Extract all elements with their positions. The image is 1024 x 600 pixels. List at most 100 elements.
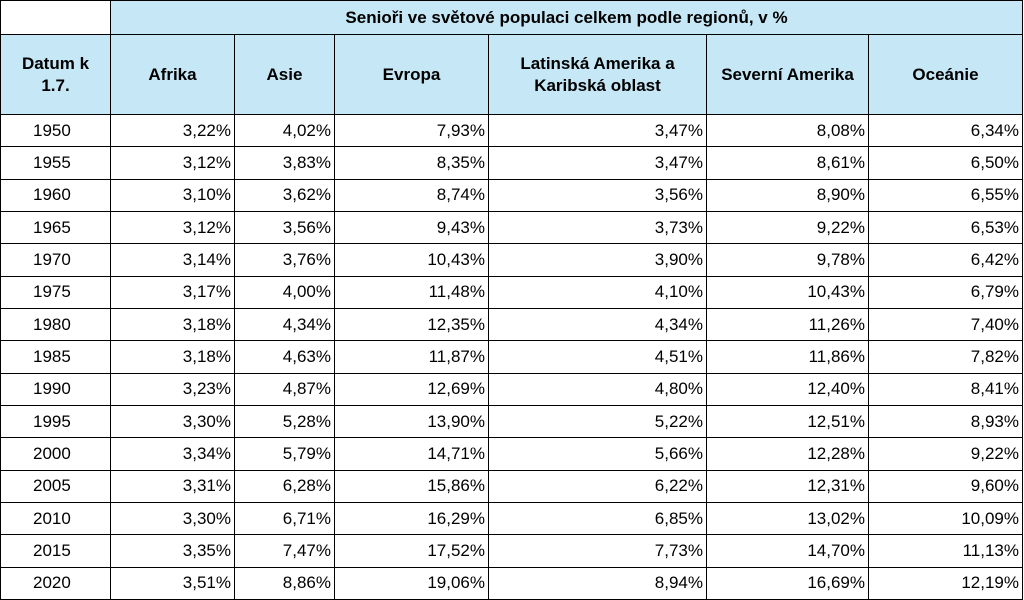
value-cell-asie: 6,71% [234,501,335,536]
value-cell-latinska-amerika: 5,66% [488,437,707,471]
value-cell-latinska-amerika: 3,56% [488,178,707,212]
value-cell-severni-amerika: 9,22% [706,210,869,245]
value-cell-asie: 6,28% [234,469,335,503]
value-cell-afrika: 3,30% [110,404,235,439]
value-cell-oceanie: 8,93% [868,404,1023,439]
date-column-label: Datum k 1.7. [21,53,90,95]
value-cell-oceanie: 12,19% [868,566,1023,600]
value-cell-severni-amerika: 14,70% [706,534,869,568]
table-row: 1970 3,14% 3,76% 10,43% 3,90% 9,78% 6,42% [0,243,1023,277]
value-cell-latinska-amerika: 3,73% [488,210,707,245]
column-header-row: Datum k 1.7. Afrika Asie Evropa Latinská… [0,34,1023,115]
value-cell-latinska-amerika: 7,73% [488,534,707,568]
value-cell-evropa: 13,90% [334,404,489,439]
value-cell-evropa: 19,06% [334,566,489,600]
corner-cell [0,0,111,35]
year-cell: 1975 [0,275,111,309]
value-cell-afrika: 3,18% [110,340,235,374]
date-column-header: Datum k 1.7. [0,34,111,115]
table-title: Senioři ve světové populaci celkem podle… [110,0,1023,35]
value-cell-severni-amerika: 12,40% [706,372,869,406]
value-cell-severni-amerika: 12,31% [706,469,869,503]
value-cell-severni-amerika: 8,61% [706,146,869,180]
value-cell-oceanie: 6,50% [868,146,1023,180]
value-cell-latinska-amerika: 4,80% [488,372,707,406]
value-cell-oceanie: 6,79% [868,275,1023,309]
value-cell-asie: 8,86% [234,566,335,600]
column-header-evropa: Evropa [334,34,489,115]
value-cell-oceanie: 10,09% [868,501,1023,536]
value-cell-afrika: 3,30% [110,501,235,536]
year-cell: 2015 [0,534,111,568]
table-row: 1985 3,18% 4,63% 11,87% 4,51% 11,86% 7,82% [0,340,1023,374]
value-cell-asie: 3,56% [234,210,335,245]
value-cell-oceanie: 9,22% [868,437,1023,471]
value-cell-afrika: 3,14% [110,243,235,277]
year-cell: 1970 [0,243,111,277]
year-cell: 1990 [0,372,111,406]
year-cell: 2000 [0,437,111,471]
table-body: 1950 3,22% 4,02% 7,93% 3,47% 8,08% 6,34% 1955 3,… [0,113,1023,600]
value-cell-severni-amerika: 12,28% [706,437,869,471]
value-cell-evropa: 10,43% [334,243,489,277]
value-cell-asie: 4,63% [234,340,335,374]
year-cell: 1960 [0,178,111,212]
value-cell-afrika: 3,31% [110,469,235,503]
title-row: Senioři ve světové populaci celkem podle… [0,0,1023,35]
table-row: 2000 3,34% 5,79% 14,71% 5,66% 12,28% 9,22% [0,437,1023,471]
value-cell-afrika: 3,22% [110,113,235,148]
value-cell-asie: 7,47% [234,534,335,568]
value-cell-evropa: 8,35% [334,146,489,180]
value-cell-oceanie: 7,40% [868,307,1023,342]
value-cell-evropa: 15,86% [334,469,489,503]
value-cell-afrika: 3,17% [110,275,235,309]
value-cell-asie: 4,34% [234,307,335,342]
table-row: 1965 3,12% 3,56% 9,43% 3,73% 9,22% 6,53% [0,210,1023,245]
value-cell-oceanie: 6,55% [868,178,1023,212]
table-row: 1990 3,23% 4,87% 12,69% 4,80% 12,40% 8,41% [0,372,1023,406]
value-cell-severni-amerika: 11,26% [706,307,869,342]
table-row: 2010 3,30% 6,71% 16,29% 6,85% 13,02% 10,09% [0,501,1023,536]
value-cell-evropa: 7,93% [334,113,489,148]
value-cell-evropa: 14,71% [334,437,489,471]
value-cell-evropa: 8,74% [334,178,489,212]
value-cell-severni-amerika: 11,86% [706,340,869,374]
value-cell-asie: 4,00% [234,275,335,309]
value-cell-afrika: 3,51% [110,566,235,600]
value-cell-asie: 5,28% [234,404,335,439]
value-cell-latinska-amerika: 6,85% [488,501,707,536]
value-cell-afrika: 3,23% [110,372,235,406]
value-cell-oceanie: 7,82% [868,340,1023,374]
year-cell: 2010 [0,501,111,536]
value-cell-asie: 3,62% [234,178,335,212]
value-cell-oceanie: 6,34% [868,113,1023,148]
value-cell-evropa: 17,52% [334,534,489,568]
value-cell-oceanie: 9,60% [868,469,1023,503]
value-cell-severni-amerika: 8,08% [706,113,869,148]
value-cell-severni-amerika: 9,78% [706,243,869,277]
value-cell-latinska-amerika: 3,47% [488,146,707,180]
value-cell-oceanie: 8,41% [868,372,1023,406]
year-cell: 1995 [0,404,111,439]
latinska-amerika-label: Latinská Amerika a Karibská oblast [520,53,675,95]
year-cell: 2005 [0,469,111,503]
table-row: 1995 3,30% 5,28% 13,90% 5,22% 12,51% 8,93% [0,404,1023,439]
value-cell-evropa: 12,35% [334,307,489,342]
year-cell: 1965 [0,210,111,245]
column-header-severni-amerika: Severní Amerika [706,34,869,115]
table-row: 1980 3,18% 4,34% 12,35% 4,34% 11,26% 7,40% [0,307,1023,342]
year-cell: 1950 [0,113,111,148]
value-cell-evropa: 12,69% [334,372,489,406]
column-header-asie: Asie [234,34,335,115]
table-row: 2005 3,31% 6,28% 15,86% 6,22% 12,31% 9,60% [0,469,1023,503]
value-cell-afrika: 3,34% [110,437,235,471]
table-row: 1960 3,10% 3,62% 8,74% 3,56% 8,90% 6,55% [0,178,1023,212]
value-cell-severni-amerika: 8,90% [706,178,869,212]
value-cell-latinska-amerika: 8,94% [488,566,707,600]
value-cell-afrika: 3,35% [110,534,235,568]
column-header-oceanie: Oceánie [868,34,1023,115]
value-cell-latinska-amerika: 4,10% [488,275,707,309]
value-cell-evropa: 9,43% [334,210,489,245]
table-row: 2020 3,51% 8,86% 19,06% 8,94% 16,69% 12,19% [0,566,1023,600]
value-cell-severni-amerika: 12,51% [706,404,869,439]
